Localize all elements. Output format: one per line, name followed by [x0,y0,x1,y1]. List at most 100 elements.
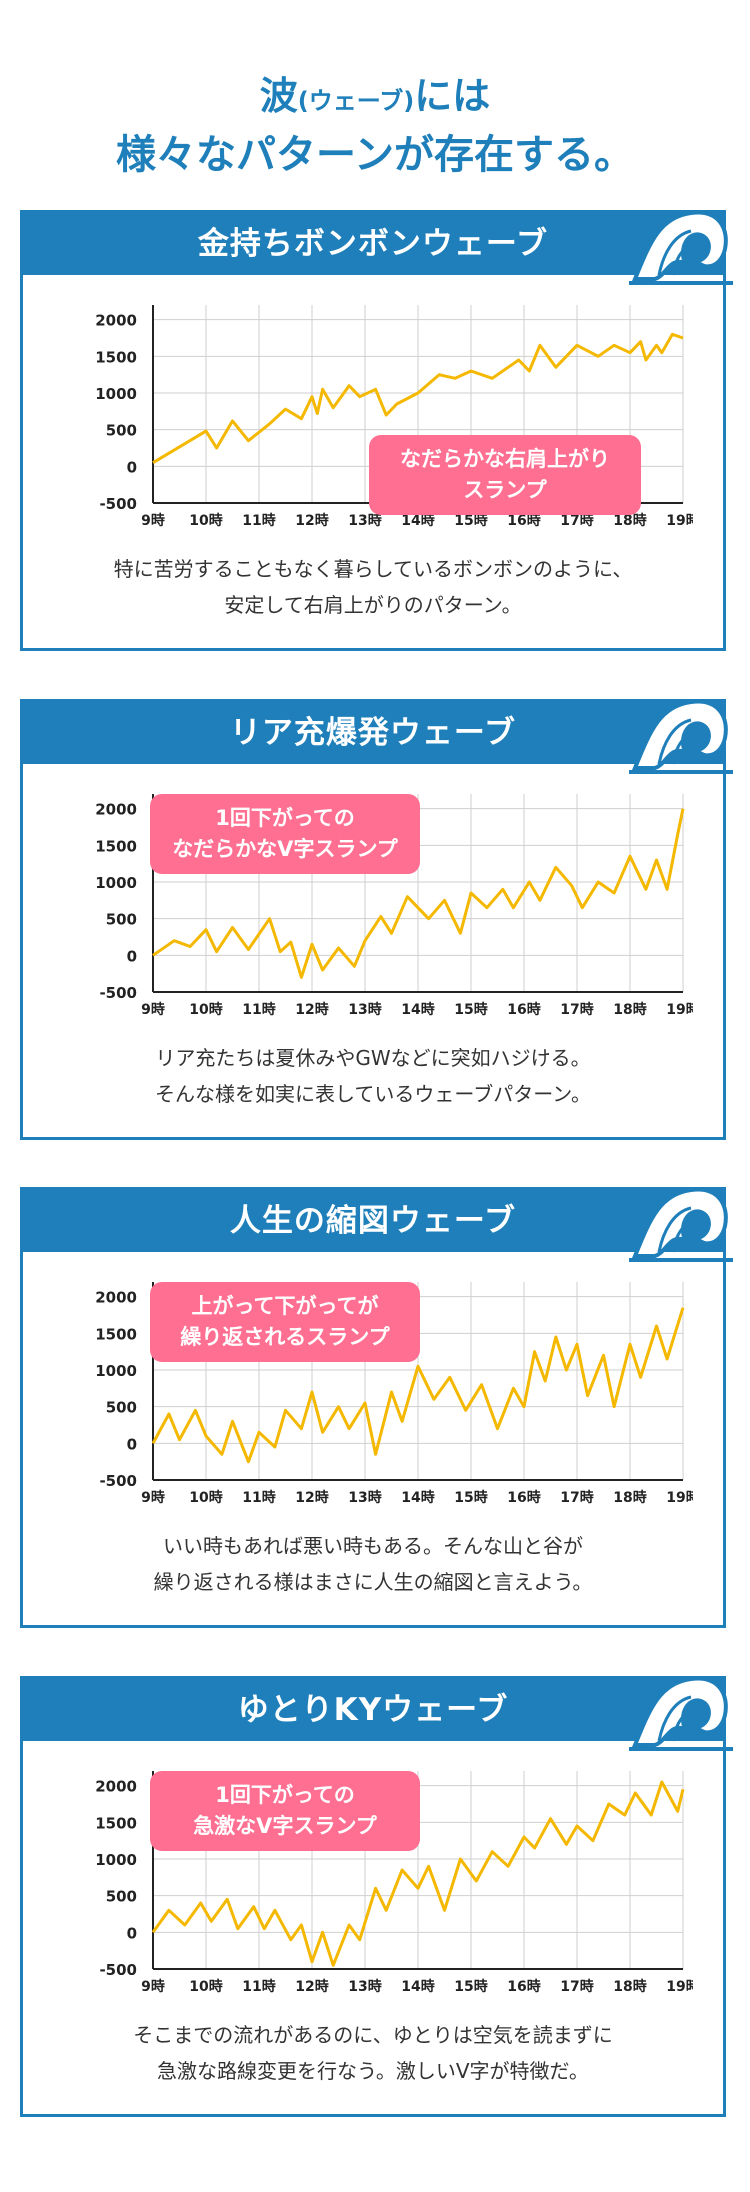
x-tick-label: 15時 [454,1489,487,1506]
x-tick-label: 15時 [454,512,487,529]
x-tick-label: 11時 [242,1489,275,1506]
wave-icon [629,699,733,774]
x-tick-label: 13時 [348,1978,381,1995]
wave-stroke [657,229,692,276]
wave-stroke [671,243,692,276]
y-tick-label: 2000 [95,1289,137,1307]
x-tick-label: 18時 [613,512,646,529]
x-tick-label: 19時 [666,1978,693,1995]
y-tick-label: 2000 [95,1778,137,1796]
x-tick-label: 13時 [348,1489,381,1506]
callout-label: 上がって下がってが 繰り返されるスランプ [150,1282,420,1362]
x-tick-label: 12時 [295,1001,328,1018]
x-tick-label: 12時 [295,512,328,529]
y-tick-label: -500 [99,984,137,1002]
x-tick-label: 19時 [666,1489,693,1506]
series-line [152,808,685,979]
callout-line: なだらかなV字スランプ [172,837,398,861]
x-tick-label: 19時 [666,1001,693,1018]
y-tick-label: 0 [127,947,137,965]
wave-card: リア充爆発ウェーブ 2000 1500 1000 500 0 -500 9時 10時 11時 12… [20,699,733,1140]
y-tick-label: 1000 [95,1362,137,1380]
x-tick-label: 16時 [507,1489,540,1506]
y-tick-label: 1000 [95,385,137,403]
card-description: 特に苦労することもなく暮らしているボンボンのように、 安定して右肩上がりのパター… [23,551,723,623]
x-tick-label: 12時 [295,1978,328,1995]
title-parenthetical: (ウェーブ) [297,87,415,115]
x-tick-label: 17時 [560,1978,593,1995]
series-line [152,332,684,464]
x-tick-label: 10時 [189,1978,222,1995]
y-tick-label: 1500 [95,837,137,855]
callout-label: 1回下がっての 急激なV字スランプ [150,1771,420,1851]
x-tick-label: 19時 [666,512,693,529]
x-tick-label: 13時 [348,1001,381,1018]
y-tick-label: -500 [99,1472,137,1490]
y-tick-label: 500 [106,1399,137,1417]
card-header: リア充爆発ウェーブ [23,702,723,764]
y-tick-label: 2000 [95,312,137,330]
card-description: そこまでの流れがあるのに、ゆとりは空気を読まずに 急激な路線変更を行なう。激しい… [23,2017,723,2089]
x-tick-label: 11時 [242,1978,275,1995]
title-main: 波 [259,74,298,118]
callout-label: 1回下がっての なだらかなV字スランプ [150,794,420,874]
callout-line: 繰り返されるスランプ [180,1325,390,1349]
y-tick-label: 0 [127,1924,137,1942]
page-title: 波(ウェーブ)には 様々なパターンが存在する。 [0,70,750,183]
y-tick-label: -500 [99,1961,137,1979]
wave-shape [632,699,728,770]
y-tick-label: 1000 [95,874,137,892]
x-tick-label: 9時 [141,1978,165,1995]
callout-line: 上がって下がってが [191,1294,379,1318]
x-tick-label: 15時 [454,1978,487,1995]
callout-line: スランプ [463,478,547,502]
x-tick-label: 12時 [295,1489,328,1506]
card-header: 人生の縮図ウェーブ [23,1190,723,1252]
description-line: 繰り返される様はまさに人生の縮図と言えよう。 [153,1570,593,1594]
x-tick-label: 17時 [560,1001,593,1018]
card-description: リア充たちは夏休みやGWなどに突如ハジける。 そんな様を如実に表しているウェーブ… [23,1040,723,1112]
y-tick-label: -500 [99,495,137,513]
y-tick-label: 500 [106,422,137,440]
series-line [151,1780,685,1967]
title-suffix: には [414,74,491,118]
y-tick-label: 1500 [95,348,137,366]
x-tick-label: 9時 [141,512,165,529]
card-header: 金持ちボンボンウェーブ [23,213,723,275]
x-tick-label: 18時 [613,1489,646,1506]
x-tick-label: 10時 [189,1001,222,1018]
wave-card: ゆとりKYウェーブ 2000 1500 1000 500 0 -500 9時 10時 11時 12… [20,1676,733,2117]
description-line: 安定して右肩上がりのパターン。 [224,593,522,617]
description-line: 特に苦労することもなく暮らしているボンボンのように、 [113,557,633,581]
wave-stroke [657,1206,692,1253]
wave-stroke [671,1220,692,1253]
x-tick-label: 9時 [141,1489,165,1506]
y-tick-label: 2000 [95,801,137,819]
y-tick-label: 1500 [95,1325,137,1343]
callout-line: 急激なV字スランプ [193,1814,377,1838]
x-tick-label: 18時 [613,1001,646,1018]
x-tick-label: 10時 [189,1489,222,1506]
y-tick-label: 1500 [95,1814,137,1832]
y-tick-label: 0 [127,458,137,476]
description-line: そんな様を如実に表しているウェーブパターン。 [155,1082,591,1106]
callout-label: なだらかな右肩上がり スランプ [369,435,641,515]
description-line: リア充たちは夏休みやGWなどに突如ハジける。 [155,1046,591,1070]
callout-line: なだらかな右肩上がり [400,447,610,471]
description-line: 急激な路線変更を行なう。激しいV字が特徴だ。 [157,2059,589,2083]
x-tick-label: 14時 [401,1489,434,1506]
x-tick-label: 17時 [560,512,593,529]
description-line: そこまでの流れがあるのに、ゆとりは空気を読まずに [133,2023,613,2047]
wave-shape [632,1676,728,1747]
wave-icon [629,210,733,285]
x-tick-label: 18時 [613,1978,646,1995]
callout-line: 1回下がっての [215,1783,355,1807]
x-tick-label: 17時 [560,1489,593,1506]
y-tick-label: 500 [106,911,137,929]
wave-icon [629,1676,733,1751]
y-tick-label: 500 [106,1888,137,1906]
callout-line: 1回下がっての [215,806,355,830]
wave-stroke [657,718,692,765]
x-tick-label: 13時 [348,512,381,529]
